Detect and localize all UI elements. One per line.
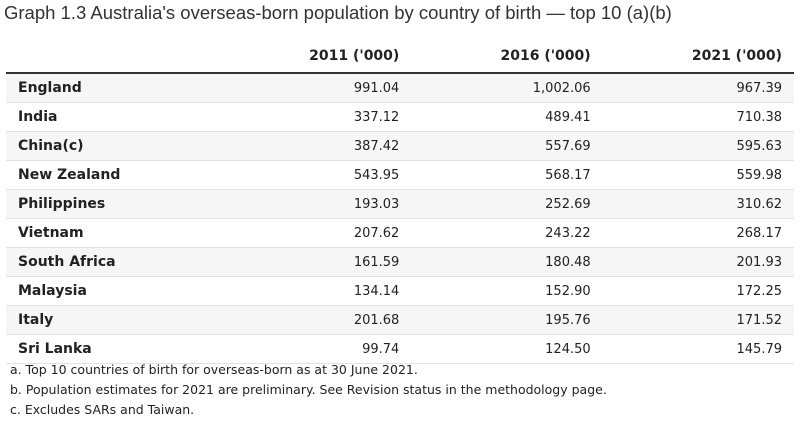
table-body: England 991.04 1,002.06 967.39 India 337.12 48…: [6, 73, 794, 364]
table-row: South Africa 161.59 180.48 201.93: [6, 247, 794, 277]
row-label: China(c): [6, 131, 220, 161]
cell: 152.90: [411, 276, 603, 306]
row-label: Malaysia: [6, 276, 220, 306]
cell: 145.79: [602, 334, 794, 364]
cell: 201.68: [220, 305, 412, 335]
cell: 387.42: [220, 131, 412, 161]
table-row: England 991.04 1,002.06 967.39: [6, 73, 794, 103]
row-label: Philippines: [6, 189, 220, 219]
cell: 193.03: [220, 189, 412, 219]
table-row: Sri Lanka 99.74 124.50 145.79: [6, 334, 794, 364]
row-label: Vietnam: [6, 218, 220, 248]
cell: 268.17: [602, 218, 794, 248]
title: Graph 1.3 Australia's overseas-born popu…: [4, 2, 672, 23]
cell: 991.04: [220, 73, 412, 103]
column-header: 2011 ('000): [220, 40, 412, 74]
table-row: India 337.12 489.41 710.38: [6, 102, 794, 132]
row-label: England: [6, 73, 220, 103]
table-head: 2011 ('000) 2016 ('000) 2021 ('000): [6, 40, 794, 74]
cell: 595.63: [602, 131, 794, 161]
cell: 1,002.06: [411, 73, 603, 103]
table-row: New Zealand 543.95 568.17 559.98: [6, 160, 794, 190]
row-label: New Zealand: [6, 160, 220, 190]
cell: 568.17: [411, 160, 603, 190]
cell: 310.62: [602, 189, 794, 219]
cell: 557.69: [411, 131, 603, 161]
table-row: Vietnam 207.62 243.22 268.17: [6, 218, 794, 248]
cell: 710.38: [602, 102, 794, 132]
row-label: Sri Lanka: [6, 334, 220, 364]
column-header: 2021 ('000): [602, 40, 794, 74]
cell: 559.98: [602, 160, 794, 190]
data-table: 2011 ('000) 2016 ('000) 2021 ('000) Englan…: [6, 40, 794, 364]
cell: 180.48: [411, 247, 603, 277]
row-label: Italy: [6, 305, 220, 335]
cell: 489.41: [411, 102, 603, 132]
cell: 161.59: [220, 247, 412, 277]
cell: 171.52: [602, 305, 794, 335]
header-row: 2011 ('000) 2016 ('000) 2021 ('000): [6, 40, 794, 74]
cell: 243.22: [411, 218, 603, 248]
cell: 207.62: [220, 218, 412, 248]
note: b. Population estimates for 2021 are pre…: [10, 382, 607, 397]
notes: a. Top 10 countries of birth for oversea…: [10, 360, 607, 420]
cell: 967.39: [602, 73, 794, 103]
cell: 99.74: [220, 334, 412, 364]
row-label: South Africa: [6, 247, 220, 277]
cell: 201.93: [602, 247, 794, 277]
table-row: Italy 201.68 195.76 171.52: [6, 305, 794, 335]
note: a. Top 10 countries of birth for oversea…: [10, 362, 418, 377]
note: c. Excludes SARs and Taiwan.: [10, 402, 195, 417]
cell: 543.95: [220, 160, 412, 190]
cell: 337.12: [220, 102, 412, 132]
column-header: [6, 40, 220, 74]
table-row: China(c) 387.42 557.69 595.63: [6, 131, 794, 161]
column-header: 2016 ('000): [411, 40, 603, 74]
row-label: India: [6, 102, 220, 132]
cell: 252.69: [411, 189, 603, 219]
table-row: Malaysia 134.14 152.90 172.25: [6, 276, 794, 306]
cell: 124.50: [411, 334, 603, 364]
cell: 134.14: [220, 276, 412, 306]
cell: 195.76: [411, 305, 603, 335]
table-row: Philippines 193.03 252.69 310.62: [6, 189, 794, 219]
cell: 172.25: [602, 276, 794, 306]
